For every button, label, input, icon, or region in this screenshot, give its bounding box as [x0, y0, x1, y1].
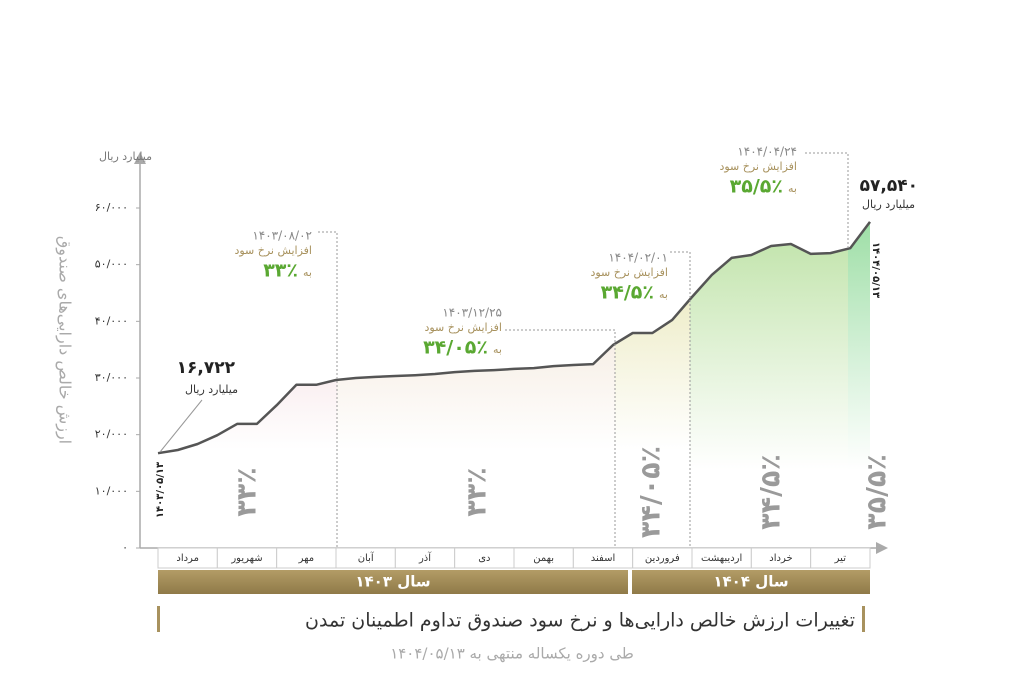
rate-text: افزایش نرخ سود [719, 160, 797, 173]
x-tick-label: مرداد [176, 553, 199, 564]
chart-subtitle: طی دوره یکساله منتهی به ۱۴۰۴/۰۵/۱۳ [390, 645, 634, 663]
chart-title: تغییرات ارزش خالص دارایی‌ها و نرخ سود صن… [305, 610, 855, 632]
title-bar [862, 606, 865, 632]
end-date: ۱۴۰۴/۰۵/۱۳ [870, 242, 881, 298]
rate-prefix: به [659, 288, 668, 301]
rate-date: ۱۴۰۴/۰۴/۲۴ [737, 145, 797, 159]
y-tick-label: ۲۰/۰۰۰ [95, 428, 128, 441]
rate-text: افزایش نرخ سود [234, 244, 312, 257]
y-tick-label: ۱۰/۰۰۰ [95, 484, 128, 497]
rate-prefix: به [303, 266, 312, 279]
x-tick-label: آذر [418, 551, 432, 564]
year-label: سال ۱۴۰۳ [355, 573, 430, 591]
rate-prefix: به [788, 182, 797, 195]
y-tick-label: ۶۰/۰۰۰ [95, 201, 128, 214]
year-bar [158, 570, 628, 594]
rate-value: ۳۴/۰۵٪ [423, 337, 488, 359]
x-tick-label: اسفند [591, 553, 615, 564]
start-date: ۱۴۰۳/۰۵/۱۳ [155, 462, 166, 518]
rate-value: ۳۳٪ [263, 260, 298, 282]
end-value: ۵۷,۵۴۰ [860, 176, 918, 196]
start-unit: میلیارد ریال [185, 383, 238, 396]
rate-value: ۳۴/۵٪ [601, 282, 654, 304]
rate-text: افزایش نرخ سود [590, 266, 668, 279]
year-label: سال ۱۴۰۴ [713, 573, 788, 591]
band-rate: ۳۳٪ [462, 467, 493, 516]
start-leader [159, 399, 203, 453]
start-value: ۱۶,۷۲۲ [177, 358, 236, 378]
marks [157, 221, 871, 455]
title-bar [157, 606, 160, 632]
rate-value: ۳۵/۵٪ [730, 176, 783, 198]
y-tick-label: ۰ [122, 541, 128, 554]
rate-prefix: به [493, 343, 502, 356]
rate-date: ۱۴۰۴/۰۲/۰۱ [608, 251, 668, 265]
band-rate: ۳۵/۵٪ [862, 454, 893, 530]
year-bar [632, 570, 870, 594]
x-tick-label: مهر [298, 553, 314, 564]
y-tick-label: ۴۰/۰۰۰ [95, 314, 128, 327]
x-tick-label: فروردین [645, 553, 680, 564]
y-unit: میلیارد ریال [99, 150, 152, 163]
line [157, 221, 871, 455]
x-tick-label: دی [478, 553, 490, 564]
x-tick-label: شهریور [230, 553, 262, 564]
band-rate: ۳۴/۰۵٪ [636, 446, 667, 538]
rate-text: افزایش نرخ سود [424, 321, 502, 334]
x-tick-label: بهمن [533, 553, 554, 564]
end-unit: میلیارد ریال [862, 198, 915, 211]
y-tick-label: ۳۰/۰۰۰ [95, 371, 128, 384]
band-rate: ۳۳٪ [232, 467, 263, 516]
x-tick-label: تیر [834, 553, 847, 564]
rate-date: ۱۴۰۳/۱۲/۲۵ [442, 306, 502, 320]
band-rate: ۳۴/۵٪ [756, 454, 787, 530]
x-tick-label: اردیبهشت [701, 553, 742, 564]
y-tick-label: ۵۰/۰۰۰ [95, 258, 128, 271]
y-axis-label: ارزش خالص دارایی‌های صندوق [55, 236, 75, 444]
annotation-leaders [318, 152, 849, 548]
x-tick-label: آبان [358, 551, 375, 564]
month-box [810, 547, 871, 569]
rate-date: ۱۴۰۳/۰۸/۰۲ [252, 229, 312, 243]
x-tick-label: خرداد [769, 553, 792, 564]
